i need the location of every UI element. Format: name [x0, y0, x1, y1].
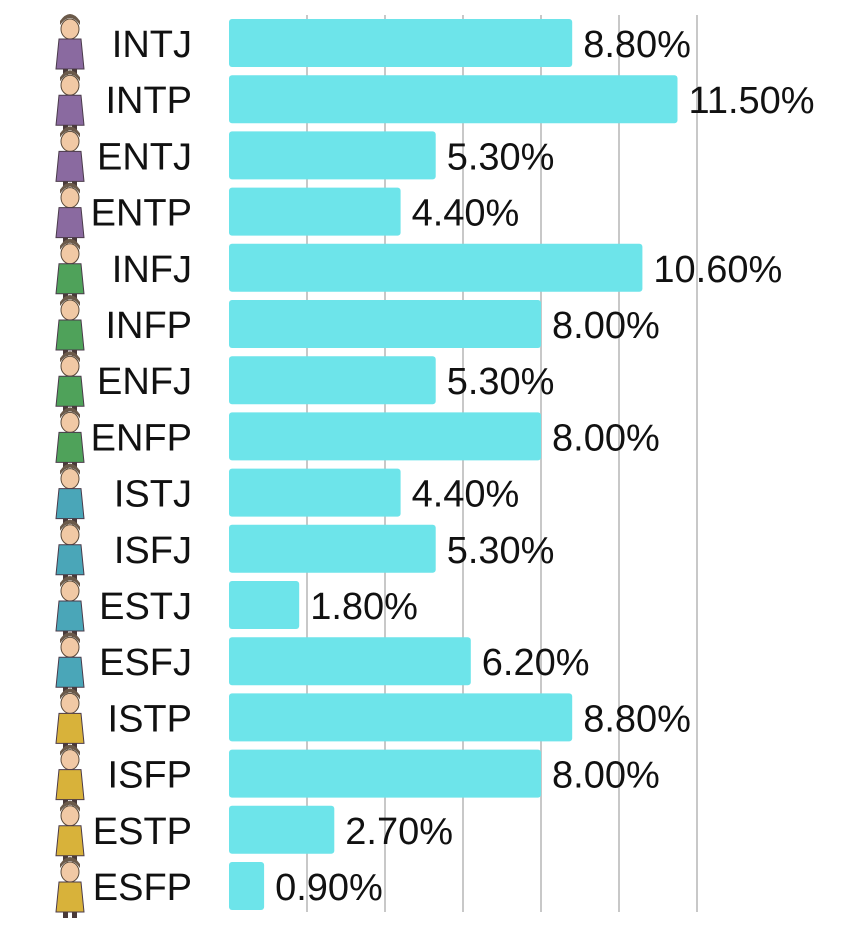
bar-infp: [229, 300, 541, 348]
category-label-isfj: ISFJ: [114, 530, 192, 572]
category-label-esfp: ESFP: [93, 867, 192, 909]
bar-estp: [229, 805, 335, 854]
enfp-character-icon: [55, 407, 85, 469]
isfj-character-icon: [55, 519, 85, 581]
esfp-character-icon: [55, 857, 85, 918]
value-label-intj: 8.80%: [583, 24, 691, 66]
category-label-isfp: ISFP: [108, 755, 192, 797]
category-label-intp: INTP: [105, 80, 192, 122]
category-label-estj: ESTJ: [99, 586, 192, 628]
category-label-infp: INFP: [105, 305, 192, 347]
category-label-estp: ESTP: [93, 811, 192, 853]
bars: [229, 19, 678, 910]
value-label-istp: 8.80%: [583, 698, 691, 740]
bar-esfj: [229, 637, 471, 686]
bar-enfj: [229, 356, 436, 405]
bar-isfj: [229, 524, 436, 573]
esfj-character-icon: [55, 632, 85, 694]
intp-character-icon: [55, 70, 85, 132]
value-label-entp: 4.40%: [412, 193, 520, 235]
estp-character-icon: [55, 800, 85, 862]
istj-character-icon: [55, 463, 85, 525]
category-label-intj: INTJ: [112, 24, 192, 66]
category-label-infj: INFJ: [112, 249, 192, 291]
isfp-character-icon: [55, 744, 85, 806]
category-label-entp: ENTP: [91, 193, 192, 235]
value-label-istj: 4.40%: [412, 474, 520, 516]
bar-entj: [229, 131, 436, 180]
value-label-infp: 8.00%: [552, 305, 660, 347]
bar-estj: [229, 581, 300, 629]
bar-entp: [229, 187, 401, 236]
bar-intp: [229, 75, 678, 124]
category-label-istp: ISTP: [108, 698, 192, 740]
value-label-estp: 2.70%: [345, 811, 453, 853]
value-label-intp: 11.50%: [689, 80, 815, 122]
istp-character-icon: [55, 688, 85, 750]
entj-character-icon: [55, 126, 85, 188]
bar-infj: [229, 243, 643, 292]
infp-character-icon: [55, 295, 85, 356]
bar-istp: [229, 693, 573, 742]
category-label-esfj: ESFJ: [99, 642, 192, 684]
value-label-entj: 5.30%: [447, 136, 555, 178]
bar-isfp: [229, 749, 541, 798]
category-label-enfj: ENFJ: [97, 361, 192, 403]
bar-esfp: [229, 862, 265, 910]
entp-character-icon: [55, 182, 85, 244]
bar-enfp: [229, 412, 541, 461]
bar-istj: [229, 468, 401, 517]
value-label-enfj: 5.30%: [447, 361, 555, 403]
value-label-estj: 1.80%: [310, 586, 418, 628]
avatars: [55, 14, 85, 918]
bar-intj: [229, 19, 573, 67]
value-label-enfp: 8.00%: [552, 417, 660, 459]
enfj-character-icon: [55, 351, 85, 413]
category-label-entj: ENTJ: [97, 136, 192, 178]
value-label-isfp: 8.00%: [552, 755, 660, 797]
value-label-infj: 10.60%: [653, 249, 782, 291]
labels: 8.80% INTJ 11.50% INTP 5.30% ENTJ 4.40% ENTP 10.…: [91, 24, 815, 909]
category-label-enfp: ENFP: [91, 417, 192, 459]
category-label-istj: ISTJ: [114, 474, 192, 516]
infj-character-icon: [55, 238, 85, 300]
intj-character-icon: [55, 14, 85, 75]
value-label-isfj: 5.30%: [447, 530, 555, 572]
value-label-esfj: 6.20%: [482, 642, 590, 684]
estj-character-icon: [55, 576, 85, 637]
value-label-esfp: 0.90%: [275, 867, 383, 909]
